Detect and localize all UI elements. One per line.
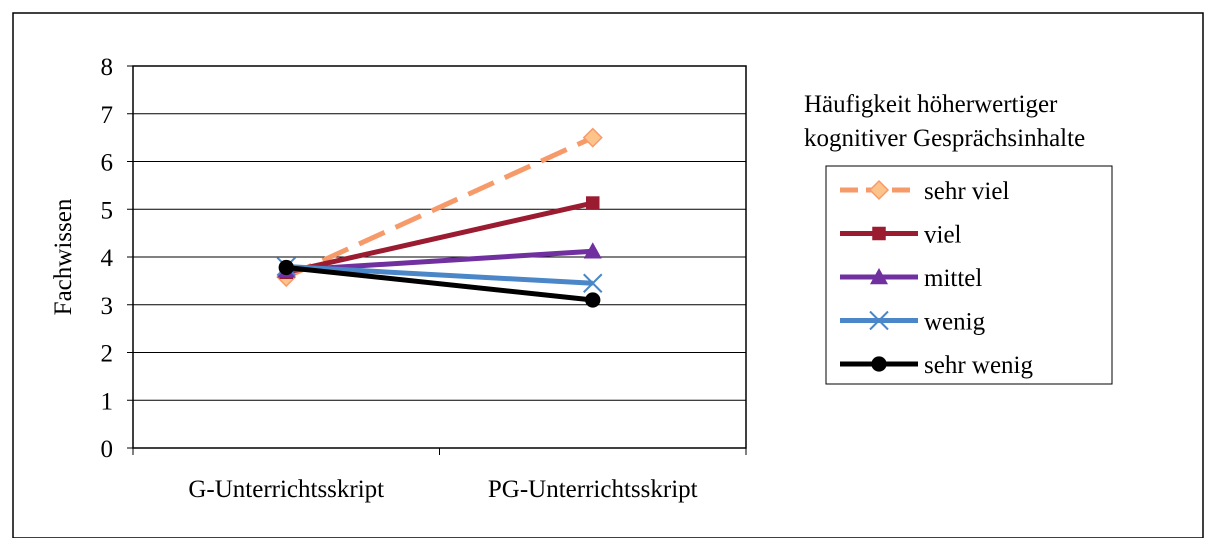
legend-marker xyxy=(868,179,890,201)
legend-label: wenig xyxy=(924,309,986,336)
legend-title-line: Häufigkeit höherwertiger xyxy=(804,91,1058,118)
series-sehr-wenig xyxy=(278,259,601,308)
legend-label: mittel xyxy=(924,265,982,292)
y-axis-label: Fachwissen xyxy=(50,198,77,315)
legend-entry: wenig xyxy=(840,309,986,336)
legend-marker xyxy=(872,226,886,241)
data-point xyxy=(586,196,600,210)
y-tick-label: 3 xyxy=(101,293,114,320)
series-line xyxy=(285,135,594,280)
legend-label: sehr wenig xyxy=(924,352,1033,379)
legend-marker xyxy=(869,310,889,331)
legend-entry: mittel xyxy=(840,265,982,292)
data-point xyxy=(278,259,294,276)
y-tick-label: 1 xyxy=(101,388,114,415)
y-tick-label: 0 xyxy=(101,436,114,463)
x-tick-label: G-Unterrichtsskript xyxy=(188,476,384,503)
legend-marker xyxy=(870,268,888,285)
y-tick-label: 8 xyxy=(101,54,114,81)
data-point xyxy=(583,242,602,259)
y-tick-label: 7 xyxy=(101,102,114,129)
y-tick-label: 5 xyxy=(101,197,114,224)
legend-marker xyxy=(871,356,887,372)
data-point xyxy=(582,127,603,148)
x-tick-label: PG-Unterrichtsskript xyxy=(488,476,698,503)
series-line xyxy=(285,265,594,303)
data-point xyxy=(583,273,603,293)
y-tick-label: 2 xyxy=(101,341,114,368)
data-point xyxy=(585,292,601,308)
series-line xyxy=(286,264,593,286)
legend-label: sehr viel xyxy=(924,178,1009,205)
series-line xyxy=(285,200,594,275)
y-tick-label: 6 xyxy=(101,150,114,177)
legend-entry: sehr viel xyxy=(840,178,1009,205)
y-tick-label: 4 xyxy=(101,245,114,272)
legend-label: viel xyxy=(924,222,962,249)
legend-title-line: kognitiver Gesprächsinhalte xyxy=(804,125,1085,152)
legend-entry: sehr wenig xyxy=(840,352,1033,379)
legend-entry: viel xyxy=(840,222,962,249)
